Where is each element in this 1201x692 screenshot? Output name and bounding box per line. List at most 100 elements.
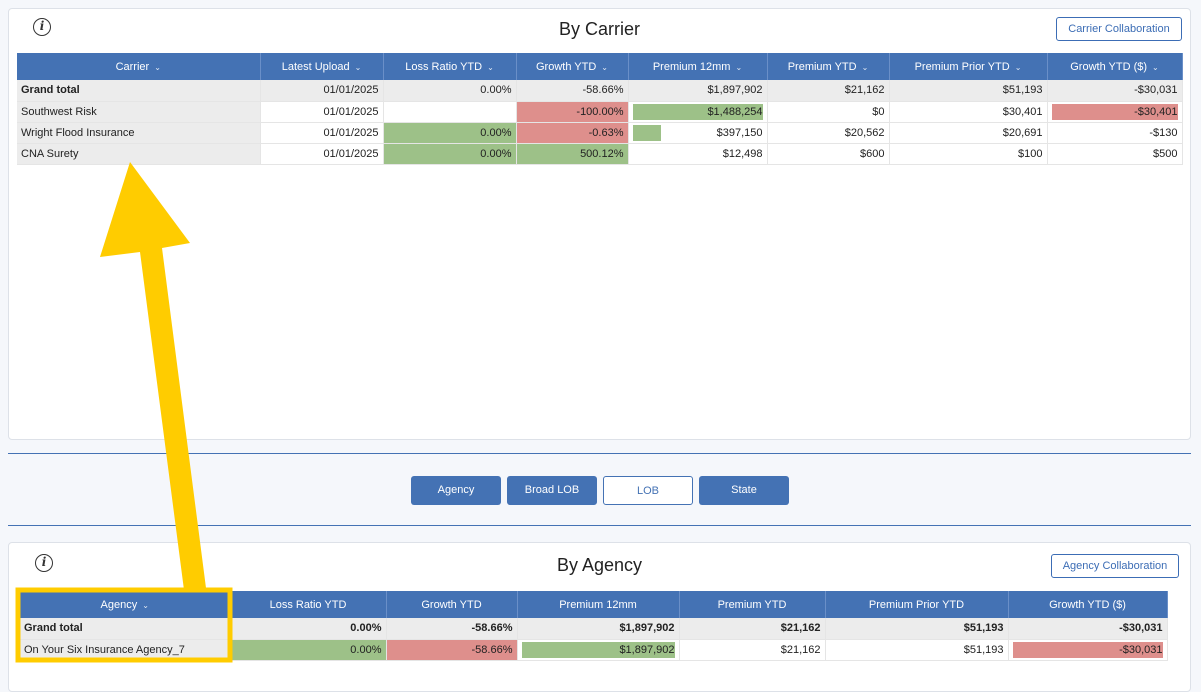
- cell-value: 0.00%: [480, 147, 512, 160]
- cell-value: Southwest Risk: [21, 105, 97, 118]
- cell-value: -$30,401: [1134, 105, 1178, 118]
- info-icon[interactable]: i: [35, 554, 53, 572]
- cell-pytd: $21,162: [679, 639, 826, 661]
- column-header-label: Agency: [100, 598, 138, 611]
- cell-value: $1,488,254: [707, 105, 763, 118]
- chevron-down-icon[interactable]: ⌄: [354, 62, 362, 72]
- cell-p12: $12,498: [628, 143, 768, 165]
- column-header[interactable]: Premium YTD: [679, 591, 826, 618]
- chevron-down-icon[interactable]: ⌄: [1014, 62, 1022, 72]
- cell-value: -0.63%: [588, 126, 624, 139]
- cell-pprior: $20,691: [889, 122, 1048, 144]
- table-row[interactable]: On Your Six Insurance Agency_7 0.00% -58.6…: [20, 639, 1168, 661]
- cell-value: -$130: [1149, 126, 1178, 139]
- column-header[interactable]: Carrier ⌄: [17, 53, 261, 80]
- column-header[interactable]: Growth YTD ⌄: [516, 53, 629, 80]
- cell-value: $100: [1018, 147, 1043, 160]
- column-header-label: Growth YTD: [535, 60, 597, 73]
- cell-value: $30,401: [1002, 105, 1043, 118]
- carrier-table: Carrier ⌄ Latest Upload ⌄ Loss Ratio YTD ⌄ Gro…: [17, 53, 1183, 165]
- carrier-panel-title: By Carrier: [558, 19, 640, 39]
- cell-value: $51,193: [963, 643, 1004, 656]
- column-header[interactable]: Loss Ratio YTD ⌄: [383, 53, 517, 80]
- column-header-label: Growth YTD ($): [1049, 598, 1126, 611]
- cell-growth: -58.66%: [386, 639, 518, 661]
- cell-name: Southwest Risk: [17, 101, 261, 123]
- column-header[interactable]: Latest Upload ⌄: [260, 53, 384, 80]
- cell-gd: -$130: [1047, 122, 1183, 144]
- tab-state[interactable]: State: [699, 476, 789, 505]
- cell-name: On Your Six Insurance Agency_7: [20, 639, 231, 661]
- cell-name: Grand total: [20, 618, 231, 640]
- cell-growth: -58.66%: [386, 618, 518, 640]
- column-header[interactable]: Premium YTD ⌄: [767, 53, 890, 80]
- column-header[interactable]: Growth YTD: [386, 591, 518, 618]
- premium-bar: [632, 103, 763, 120]
- column-header[interactable]: Premium Prior YTD ⌄: [889, 53, 1048, 80]
- table-row[interactable]: Wright Flood Insurance 01/01/2025 0.00% -0.…: [17, 122, 1183, 144]
- cell-value: $51,193: [1002, 84, 1043, 97]
- cell-value: -58.66%: [471, 643, 513, 656]
- cell-name: Wright Flood Insurance: [17, 122, 261, 144]
- table-row[interactable]: CNA Surety 01/01/2025 0.00% 500.12% $12,498 $…: [17, 143, 1183, 165]
- cell-p12: $1,897,902: [517, 618, 680, 640]
- grand-total-row[interactable]: Grand total 01/01/2025 0.00% -58.66% $1,897,…: [17, 80, 1183, 102]
- cell-p12: $1,897,902: [628, 80, 768, 102]
- cell-pytd: $21,162: [679, 618, 826, 640]
- divider: [8, 525, 1191, 526]
- column-header[interactable]: Growth YTD ($): [1008, 591, 1168, 618]
- chevron-down-icon[interactable]: ⌄: [1152, 62, 1159, 72]
- cell-upload: 01/01/2025: [260, 143, 384, 165]
- cell-value: $0: [872, 105, 885, 118]
- cell-value: $21,162: [844, 84, 885, 97]
- column-header[interactable]: Loss Ratio YTD: [230, 591, 387, 618]
- column-header-label: Premium 12mm: [559, 598, 637, 611]
- cell-pytd: $0: [767, 101, 890, 123]
- cell-value: CNA Surety: [21, 147, 79, 160]
- cell-value: On Your Six Insurance Agency_7: [24, 643, 185, 656]
- grand-total-row[interactable]: Grand total 0.00% -58.66% $1,897,902 $21,162…: [20, 618, 1168, 640]
- cell-value: $1,897,902: [619, 643, 675, 656]
- cell-value: $51,193: [963, 622, 1004, 635]
- carrier-collaboration-button[interactable]: Carrier Collaboration: [1056, 17, 1182, 41]
- column-header-label: Premium YTD: [717, 598, 787, 611]
- cell-upload: 01/01/2025: [260, 122, 384, 144]
- cell-value: 500.12%: [580, 147, 624, 160]
- cell-loss: [383, 101, 517, 123]
- cell-loss: 0.00%: [230, 639, 387, 661]
- column-header-label: Premium Prior YTD: [914, 60, 1010, 73]
- cell-pprior: $30,401: [889, 101, 1048, 123]
- cell-value: 01/01/2025: [323, 105, 379, 118]
- cell-pprior: $100: [889, 143, 1048, 165]
- cell-growth: -100.00%: [516, 101, 629, 123]
- chevron-down-icon[interactable]: ⌄: [142, 600, 149, 610]
- tab-lob[interactable]: LOB: [603, 476, 693, 505]
- chevron-down-icon[interactable]: ⌄: [735, 62, 743, 72]
- chevron-down-icon[interactable]: ⌄: [601, 62, 608, 72]
- tab-agency[interactable]: Agency: [411, 476, 501, 505]
- column-header[interactable]: Agency ⌄: [20, 591, 231, 618]
- chevron-down-icon[interactable]: ⌄: [154, 62, 161, 72]
- cell-pytd: $600: [767, 143, 890, 165]
- cell-value: $12,498: [722, 147, 763, 160]
- column-header[interactable]: Premium 12mm ⌄: [628, 53, 768, 80]
- agency-collaboration-button[interactable]: Agency Collaboration: [1051, 554, 1179, 578]
- cell-growth: -0.63%: [516, 122, 629, 144]
- column-header[interactable]: Premium Prior YTD: [825, 591, 1009, 618]
- chevron-down-icon[interactable]: ⌄: [861, 62, 869, 72]
- cell-value: -$30,031: [1119, 643, 1163, 656]
- cell-value: $20,691: [1002, 126, 1043, 139]
- tab-broad-lob[interactable]: Broad LOB: [507, 476, 597, 505]
- info-icon[interactable]: i: [33, 18, 51, 36]
- table-row[interactable]: Southwest Risk 01/01/2025 -100.00% $1,488,2…: [17, 101, 1183, 123]
- column-header[interactable]: Growth YTD ($) ⌄: [1047, 53, 1183, 80]
- cell-value: $1,897,902: [707, 84, 763, 97]
- cell-loss: 0.00%: [383, 122, 517, 144]
- cell-value: $21,162: [780, 643, 821, 656]
- cell-name: Grand total: [17, 80, 261, 102]
- cell-value: 01/01/2025: [323, 126, 379, 139]
- agency-table: Agency ⌄ Loss Ratio YTD Growth YTD Premium 1…: [20, 591, 1168, 661]
- cell-pprior: $51,193: [825, 639, 1009, 661]
- chevron-down-icon[interactable]: ⌄: [487, 62, 494, 72]
- column-header[interactable]: Premium 12mm: [517, 591, 680, 618]
